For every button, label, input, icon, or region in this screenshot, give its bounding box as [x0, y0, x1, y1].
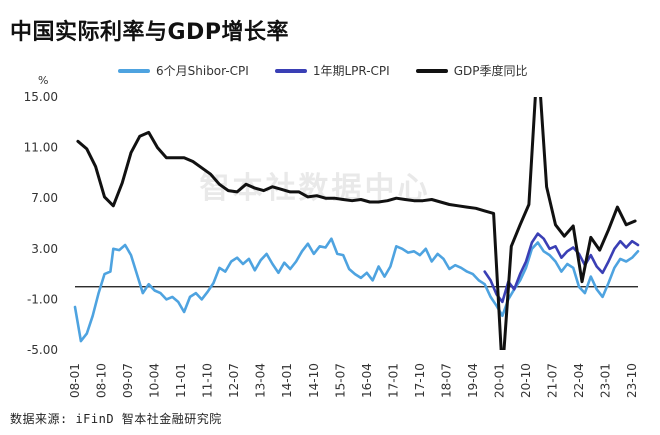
y-tick-label: 11.00	[24, 141, 58, 155]
x-tick-label: 13-04	[254, 363, 268, 398]
chart-legend: 6个月Shibor-CPI 1年期LPR-CPI GDP季度同比	[118, 62, 528, 79]
x-axis: 08-01 08-10 09-07 10-04 11-01 11-10 12-07 13-04…	[68, 363, 639, 398]
series-line-gdp	[76, 97, 637, 350]
series-group	[73, 97, 640, 350]
x-tick-label: 10-04	[148, 363, 162, 398]
legend-item-gdp: GDP季度同比	[415, 62, 528, 79]
y-tick-label: 7.00	[31, 191, 58, 205]
x-tick-label: 12-07	[227, 363, 241, 398]
legend-swatch-shibor	[118, 68, 150, 73]
x-tick-label: 23-01	[599, 363, 613, 398]
x-tick-label: 11-01	[174, 363, 188, 398]
y-axis: 15.00 11.00 7.00 3.00 -1.00 -5.00	[24, 90, 58, 357]
x-tick-label: 15-07	[333, 363, 347, 398]
x-tick-label: 08-10	[95, 363, 109, 398]
x-tick-label: 20-10	[519, 363, 533, 398]
x-tick-label: 17-01	[386, 363, 400, 398]
x-tick-label: 16-04	[360, 363, 374, 398]
x-tick-label: 21-07	[546, 363, 560, 398]
legend-label-shibor: 6个月Shibor-CPI	[156, 64, 249, 78]
legend-item-lpr: 1年期LPR-CPI	[274, 62, 390, 79]
legend-label-gdp: GDP季度同比	[453, 64, 528, 78]
chart-title: 中国实际利率与GDP增长率	[10, 20, 289, 45]
legend-swatch-lpr	[274, 68, 307, 73]
x-tick-label: 22-04	[572, 363, 586, 398]
legend-label-lpr: 1年期LPR-CPI	[312, 64, 390, 78]
x-tick-label: 08-01	[68, 363, 82, 398]
x-tick-label: 20-01	[492, 363, 506, 398]
series-line-shibor	[73, 237, 640, 343]
x-tick-label: 14-10	[307, 363, 321, 398]
x-tick-label: 11-10	[201, 363, 215, 398]
x-tick-label: 17-10	[413, 363, 427, 398]
legend-item-shibor: 6个月Shibor-CPI	[118, 62, 249, 79]
x-tick-label: 19-04	[466, 363, 480, 398]
y-tick-label: 15.00	[24, 90, 58, 104]
y-tick-label: -1.00	[27, 292, 58, 306]
series-line-lpr	[483, 232, 640, 304]
x-tick-label: 14-01	[280, 363, 294, 398]
x-tick-label: 09-07	[121, 363, 135, 398]
y-axis-unit: %	[38, 74, 49, 87]
source-note: 数据来源: iFinD 智本社金融研究院	[10, 412, 222, 426]
legend-swatch-gdp	[415, 68, 448, 73]
watermark: 智本社数据中心	[200, 171, 431, 206]
x-tick-label: 23-10	[625, 363, 639, 398]
y-tick-label: -5.00	[27, 343, 58, 357]
y-tick-label: 3.00	[31, 242, 58, 256]
x-tick-label: 18-07	[439, 363, 453, 398]
